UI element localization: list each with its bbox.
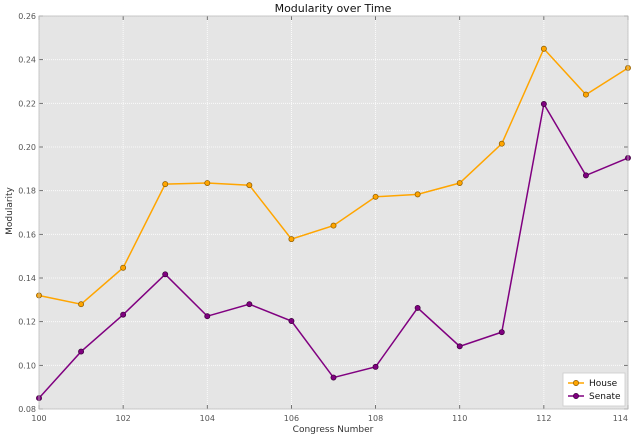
data-point [582, 91, 589, 98]
x-tick-label: 106 [284, 414, 299, 423]
plot-frame [38, 15, 629, 410]
y-tick-label: 0.18 [18, 187, 36, 196]
data-point [246, 301, 253, 308]
y-tick-label: 0.22 [18, 99, 36, 108]
series-senate [36, 101, 631, 402]
data-point [120, 311, 127, 318]
x-tick-label: 112 [536, 414, 551, 423]
data-point [540, 45, 547, 52]
data-point [204, 313, 211, 320]
series-layer [36, 45, 631, 402]
data-point [330, 222, 337, 229]
data-point [372, 193, 379, 200]
data-point [204, 180, 211, 186]
data-point [246, 182, 253, 189]
data-point [120, 264, 127, 271]
y-tick-label: 0.24 [18, 56, 36, 65]
legend-marker [573, 393, 579, 399]
y-tick-label: 0.10 [18, 361, 36, 370]
y-tick-label: 0.26 [18, 12, 36, 21]
x-tick-label: 102 [116, 414, 131, 423]
data-point [498, 140, 505, 147]
y-tick-label: 0.12 [18, 318, 36, 327]
legend-box [562, 372, 626, 407]
legend-marker [573, 380, 579, 386]
legend: House Senate [562, 372, 626, 407]
y-tick-label: 0.08 [18, 405, 36, 414]
x-axis-title: Congress Number [293, 425, 374, 435]
data-point [372, 363, 379, 370]
y-axis-title: Modularity [5, 186, 15, 234]
data-point [582, 172, 589, 179]
data-point [414, 304, 421, 311]
data-point [456, 343, 463, 350]
y-tick-label: 0.14 [18, 274, 36, 283]
series-house [36, 45, 631, 308]
data-point [288, 318, 295, 324]
x-tick-label: 104 [200, 414, 215, 423]
data-point [540, 101, 547, 107]
y-axis: 0.08 0.10 0.12 0.14 0.16 0.18 0.20 0.22 0.24 0.26 [18, 12, 628, 414]
x-tick-label: 100 [31, 414, 46, 423]
data-point [414, 191, 421, 198]
x-tick-label: 110 [452, 414, 467, 423]
y-tick-label: 0.20 [18, 143, 36, 152]
data-point [78, 301, 85, 308]
chart-title: Modularity over Time [275, 2, 392, 15]
legend-label: House [589, 379, 618, 389]
data-point [162, 181, 169, 188]
x-tick-label: 114 [613, 414, 628, 423]
data-point [330, 374, 337, 381]
x-tick-label: 108 [368, 414, 383, 423]
plot-area [39, 16, 628, 409]
data-point [498, 329, 505, 336]
data-point [162, 271, 169, 278]
legend-label: Senate [589, 392, 621, 402]
y-tick-label: 0.16 [18, 230, 36, 239]
data-point [288, 236, 295, 243]
data-point [456, 180, 463, 186]
data-point [78, 348, 85, 355]
